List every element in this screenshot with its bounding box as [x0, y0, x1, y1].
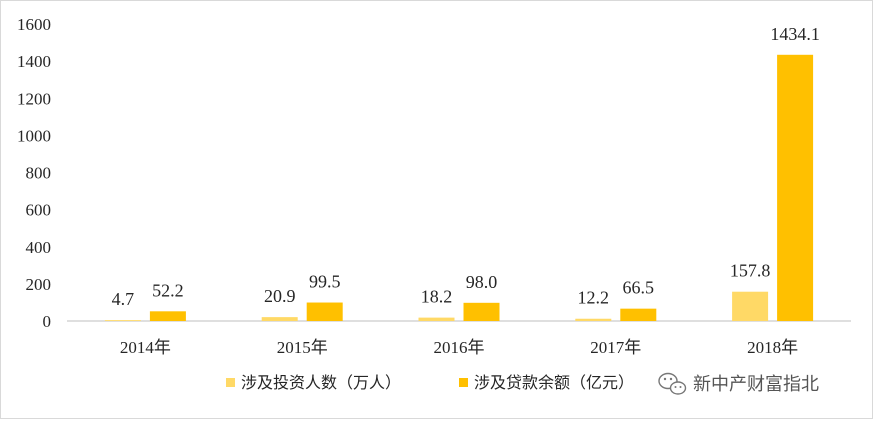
bar-loans: [463, 302, 500, 321]
x-tick-label: 2015年: [277, 338, 328, 357]
bar-loans: [149, 311, 186, 321]
legend-label-loans: 涉及贷款余额（亿元）: [474, 373, 634, 392]
bar-loans: [777, 54, 814, 321]
watermark-text: 新中产财富指北: [693, 374, 819, 395]
y-tick-label: 800: [26, 164, 52, 183]
data-label-investors: 12.2: [578, 288, 610, 308]
y-tick-label: 0: [43, 312, 52, 331]
data-label-loans: 66.5: [623, 278, 655, 298]
bar-loans: [306, 302, 343, 321]
data-label-loans: 52.2: [152, 280, 184, 300]
y-tick-label: 1000: [17, 126, 51, 145]
y-tick-label: 200: [26, 275, 52, 294]
x-tick-label: 2018年: [747, 338, 798, 357]
bars: 4.7 52.2 20.9 99.5 18.2 98.0 12.2 66.5 157.8 1434…: [104, 24, 820, 321]
y-tick-label: 400: [26, 238, 52, 257]
x-axis-ticks: 2014年 2015年 2016年 2017年 2018年: [120, 338, 798, 357]
data-label-loans: 99.5: [309, 272, 341, 292]
y-tick-label: 600: [26, 201, 52, 220]
data-label-investors: 18.2: [421, 287, 453, 307]
y-tick-label: 1200: [17, 89, 51, 108]
bar-investors: [104, 320, 141, 321]
y-tick-label: 1600: [17, 15, 51, 34]
x-tick-label: 2016年: [434, 338, 485, 357]
y-axis-ticks: 0 200 400 600 800 1000 1200 1400 1600: [17, 15, 51, 331]
bar-investors: [575, 318, 612, 321]
bar-loans: [620, 308, 657, 321]
bar-investors: [732, 291, 769, 321]
bar-investors: [261, 317, 298, 321]
watermark: 新中产财富指北: [658, 372, 819, 395]
x-tick-label: 2014年: [120, 338, 171, 357]
data-label-investors: 157.8: [730, 261, 771, 281]
x-tick-label: 2017年: [590, 338, 641, 357]
legend: 涉及投资人数（万人） 涉及贷款余额（亿元）: [226, 373, 634, 392]
legend-swatch-loans: [459, 378, 468, 387]
data-label-loans: 1434.1: [770, 24, 820, 44]
y-tick-label: 1400: [17, 52, 51, 71]
bar-investors: [418, 317, 455, 321]
wechat-icon: [658, 372, 687, 395]
legend-label-investors: 涉及投资人数（万人）: [241, 374, 401, 392]
legend-swatch-investors: [226, 378, 235, 387]
data-label-investors: 4.7: [112, 289, 135, 309]
data-label-investors: 20.9: [264, 286, 296, 306]
data-label-loans: 98.0: [466, 272, 498, 292]
